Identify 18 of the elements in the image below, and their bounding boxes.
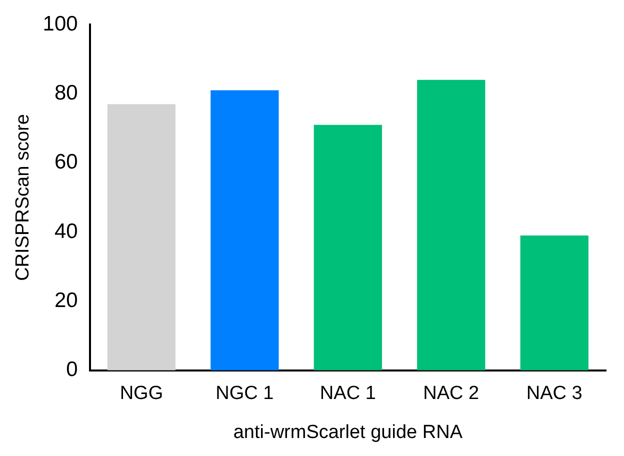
x-tick-label: NAC 2 [423,383,480,404]
y-tick-label: 0 [66,358,78,382]
x-tick-label: NGC 1 [216,383,274,404]
bar [107,104,176,370]
y-tick-label: 80 [54,82,78,105]
bar [314,124,382,370]
bar [210,90,279,370]
x-tick-label: NGG [120,383,164,404]
x-tick-label: NAC 1 [320,383,376,404]
y-tick-label: 100 [42,12,78,36]
y-tick-label: 40 [54,220,78,243]
x-tick-label: NAC 3 [526,383,582,404]
y-tick-label: 60 [54,150,78,174]
y-axis-title: CRISPRScan score [12,114,34,281]
y-tick-label: 20 [54,289,78,312]
x-axis-title: anti-wrmScarlet guide RNA [233,422,463,443]
bar [417,80,486,370]
bar [520,236,588,370]
